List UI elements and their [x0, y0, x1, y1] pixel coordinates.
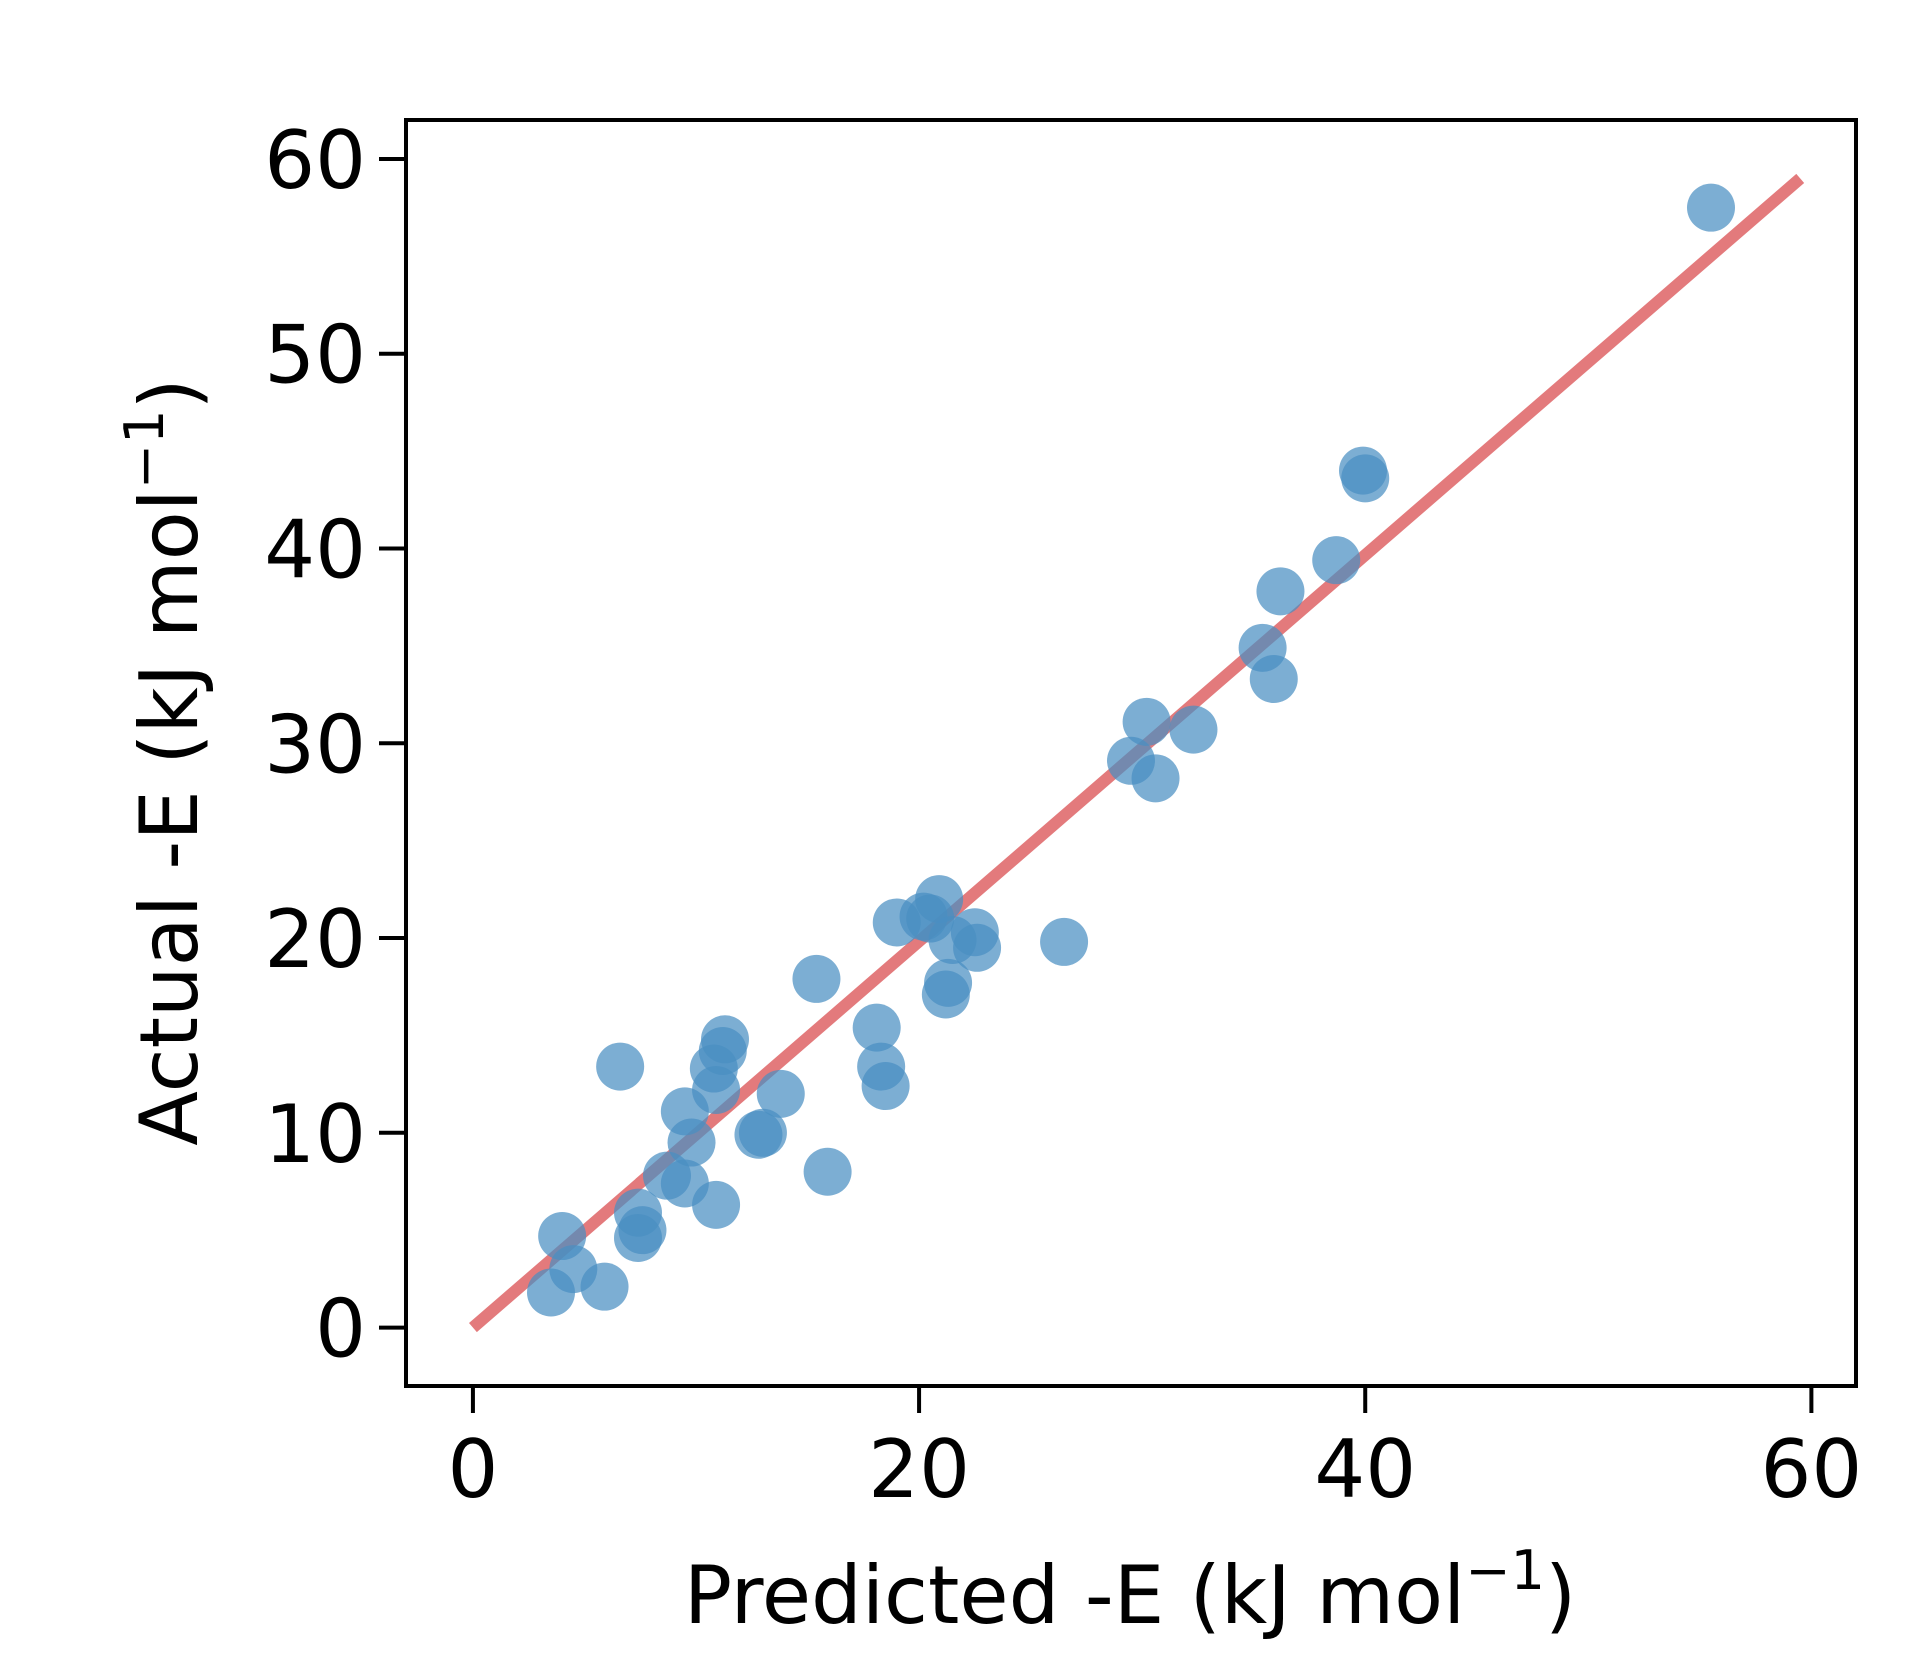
x-tick-label-40: 40: [1314, 1423, 1416, 1516]
data-point-13: [692, 1180, 741, 1229]
data-point-19: [738, 1108, 787, 1157]
data-point-23: [852, 1003, 901, 1052]
x-tick-label-0: 0: [447, 1423, 498, 1516]
data-point-46: [1687, 183, 1735, 232]
data-point-35: [1040, 917, 1089, 966]
data-point-4: [538, 1212, 587, 1261]
data-point-41: [1249, 654, 1298, 703]
y-axis-ticks: 0 10 20 30 40 50 60: [264, 114, 406, 1376]
y-axis-label: Actual -E (kJ mol−1): [113, 378, 216, 1145]
x-axis-label: Predicted -E (kJ mol−1): [684, 1539, 1576, 1642]
y-tick-label-20: 20: [264, 893, 366, 986]
data-point-42: [1256, 567, 1305, 616]
x-axis-label-text: Predicted -E (kJ mol: [684, 1549, 1465, 1642]
data-point-39: [1169, 705, 1218, 754]
data-points-layer: [527, 183, 1735, 1317]
y-tick-label-40: 40: [264, 503, 366, 596]
y-axis-label-text: Actual -E (kJ mol: [123, 489, 216, 1146]
y-tick-label-60: 60: [264, 114, 366, 207]
y-tick-label-0: 0: [315, 1283, 366, 1376]
y-tick-label-30: 30: [264, 698, 366, 791]
data-point-37: [1122, 697, 1171, 746]
data-point-3: [580, 1262, 629, 1311]
data-point-20: [756, 1069, 805, 1118]
y-tick-label-10: 10: [264, 1088, 366, 1181]
data-point-45: [1341, 454, 1390, 503]
data-point-22: [803, 1147, 852, 1196]
data-point-34: [953, 923, 1002, 972]
x-tick-label-20: 20: [868, 1423, 970, 1516]
x-tick-label-60: 60: [1760, 1423, 1862, 1516]
data-point-31: [924, 958, 973, 1007]
data-point-43: [1312, 536, 1361, 585]
x-axis-label-close: ): [1545, 1549, 1576, 1642]
data-point-38: [1131, 754, 1180, 803]
data-point-7: [614, 1188, 662, 1237]
x-axis-label-superscript: −1: [1465, 1539, 1545, 1602]
data-point-25: [861, 1062, 910, 1111]
data-point-8: [596, 1042, 645, 1091]
data-point-17: [701, 1015, 749, 1064]
y-axis-label-superscript: −1: [113, 410, 176, 490]
plot-frame: [404, 118, 1858, 1388]
y-axis-label-close: ): [123, 378, 216, 409]
y-tick-label-50: 50: [264, 309, 366, 402]
data-point-21: [792, 954, 841, 1003]
x-axis-ticks: 0 20 40 60: [447, 1386, 1862, 1516]
